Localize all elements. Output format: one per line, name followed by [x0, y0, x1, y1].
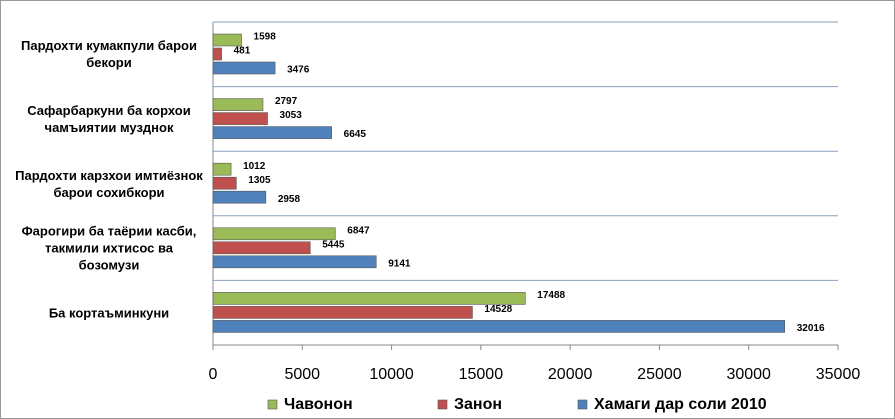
x-tick-label: 25000: [637, 366, 682, 383]
data-label: 3053: [280, 110, 303, 121]
bar: [212, 47, 222, 61]
legend-swatch: [437, 399, 448, 410]
legend-swatch: [267, 399, 278, 410]
bar: [212, 176, 237, 190]
data-label: 17488: [537, 290, 565, 301]
data-label: 2797: [275, 96, 298, 107]
bar: [212, 162, 232, 176]
data-label: 2958: [278, 194, 301, 205]
bar: [212, 98, 264, 111]
bar: [212, 227, 336, 241]
bar: [212, 190, 267, 204]
data-label: 3476: [287, 65, 310, 76]
bar: [212, 320, 786, 333]
data-label: 6847: [347, 225, 370, 236]
x-tick-label: 30000: [726, 366, 771, 383]
data-label: 1305: [248, 175, 271, 186]
legend-label: Чавонон: [284, 396, 353, 413]
legend-swatch: [577, 399, 588, 410]
data-label: 481: [234, 46, 251, 57]
bar: [212, 126, 332, 139]
data-label: 9141: [388, 258, 411, 269]
bar: [212, 292, 526, 305]
x-tick-label: 20000: [548, 366, 593, 383]
data-label: 32016: [797, 323, 825, 334]
legend-label: Занон: [454, 396, 502, 413]
data-label: 6645: [344, 129, 367, 140]
legend-label: Хамаги дар соли 2010: [594, 396, 767, 413]
bar: [212, 112, 268, 125]
data-label: 14528: [484, 304, 512, 315]
bar: [212, 306, 473, 319]
x-tick-label: 10000: [369, 366, 414, 383]
x-tick-label: 15000: [459, 366, 504, 383]
category-label: Фарогири ба таёрии касби, такмили ихтисо…: [21, 223, 197, 273]
x-tick-label: 5000: [284, 366, 320, 383]
x-tick-label: 0: [209, 366, 218, 383]
data-label: 1598: [254, 32, 277, 43]
category-label: Ба кортаъминкуни: [48, 305, 170, 321]
category-label: Пардохти карзхои имтиёзнок барои сохибко…: [15, 167, 203, 200]
bar: [212, 241, 311, 255]
data-label: 1012: [243, 161, 266, 172]
bar: [212, 33, 242, 47]
bar: [212, 255, 377, 269]
data-label: 5445: [322, 239, 345, 250]
category-label: Сафарбаркуни ба корхои чамъиятии музднок: [27, 102, 191, 135]
category-label: Пардохти кумакпули барои бекори: [21, 38, 197, 71]
x-tick-label: 35000: [816, 366, 861, 383]
bar: [212, 61, 276, 75]
